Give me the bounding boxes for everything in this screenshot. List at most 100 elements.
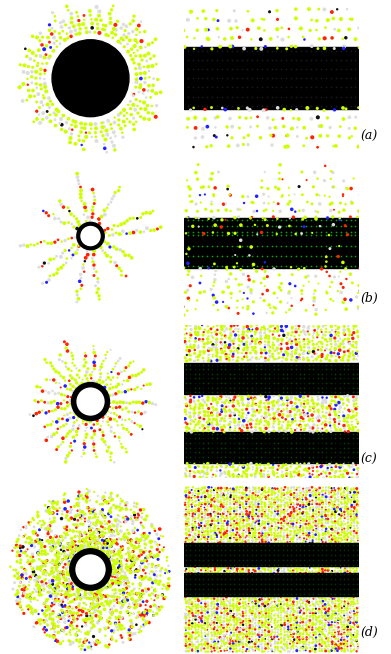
Point <box>63 587 69 597</box>
Point <box>303 500 309 510</box>
Point <box>344 413 351 423</box>
Point <box>338 645 344 654</box>
Point <box>266 452 273 462</box>
Point <box>138 572 145 582</box>
Point <box>66 584 73 594</box>
Point <box>329 631 335 642</box>
Point <box>63 575 69 585</box>
Point <box>41 52 48 63</box>
Point <box>261 646 267 654</box>
Point <box>244 634 250 644</box>
Point <box>192 447 198 458</box>
Point <box>333 578 339 589</box>
Point <box>291 587 297 597</box>
Point <box>233 509 240 519</box>
Point <box>207 174 213 184</box>
Point <box>221 639 228 649</box>
Point <box>199 617 205 627</box>
Point <box>37 69 43 79</box>
Point <box>112 145 118 155</box>
Point <box>288 262 294 273</box>
Point <box>218 551 224 562</box>
Point <box>268 227 274 237</box>
Point <box>351 401 357 411</box>
Point <box>306 535 312 545</box>
Point <box>212 637 218 647</box>
Point <box>192 304 199 315</box>
Point <box>249 250 255 261</box>
Point <box>345 364 352 375</box>
Point <box>274 643 281 653</box>
Point <box>244 82 250 93</box>
Point <box>193 352 199 362</box>
Point <box>109 604 115 614</box>
Point <box>283 517 290 527</box>
Point <box>310 360 316 370</box>
Point <box>253 542 259 553</box>
Point <box>303 536 309 547</box>
Point <box>65 203 71 213</box>
Point <box>56 213 62 224</box>
Point <box>76 601 82 611</box>
Point <box>271 333 277 343</box>
Point <box>224 546 231 557</box>
Point <box>287 600 293 611</box>
Point <box>256 615 262 626</box>
Point <box>284 364 290 375</box>
Point <box>207 509 213 519</box>
Point <box>104 549 111 560</box>
Point <box>310 403 317 413</box>
Point <box>214 631 220 642</box>
Point <box>56 600 62 610</box>
Point <box>244 589 251 600</box>
Point <box>224 565 230 576</box>
Point <box>47 506 53 517</box>
Point <box>244 54 250 65</box>
Point <box>112 431 118 441</box>
Point <box>192 566 198 577</box>
Point <box>354 551 361 562</box>
Point <box>139 512 145 523</box>
Point <box>265 614 272 625</box>
Point <box>352 250 359 261</box>
Point <box>45 398 51 408</box>
Point <box>115 372 121 383</box>
Point <box>52 497 58 508</box>
Point <box>290 212 296 222</box>
Point <box>342 538 348 548</box>
Point <box>253 634 259 645</box>
Point <box>34 60 41 71</box>
Point <box>335 631 341 642</box>
Point <box>162 592 169 602</box>
Point <box>278 563 284 574</box>
Point <box>129 593 135 604</box>
Point <box>187 350 193 360</box>
Point <box>272 620 278 630</box>
Point <box>271 543 277 554</box>
Point <box>95 273 101 284</box>
Point <box>142 73 148 84</box>
Point <box>199 221 206 232</box>
Point <box>61 494 67 505</box>
Point <box>105 642 111 652</box>
Point <box>276 563 282 574</box>
Point <box>183 579 189 590</box>
Point <box>218 542 224 553</box>
Point <box>332 542 339 553</box>
Point <box>297 559 303 570</box>
Point <box>126 581 133 592</box>
Point <box>94 595 100 606</box>
Point <box>119 387 125 398</box>
Point <box>76 625 82 636</box>
Point <box>72 25 78 35</box>
Point <box>283 250 289 261</box>
Point <box>272 488 278 498</box>
Point <box>285 417 291 427</box>
Point <box>113 515 119 526</box>
Point <box>335 562 341 573</box>
Point <box>189 490 196 501</box>
Point <box>301 579 308 590</box>
Point <box>298 398 305 409</box>
Point <box>194 261 201 271</box>
Point <box>329 643 335 653</box>
